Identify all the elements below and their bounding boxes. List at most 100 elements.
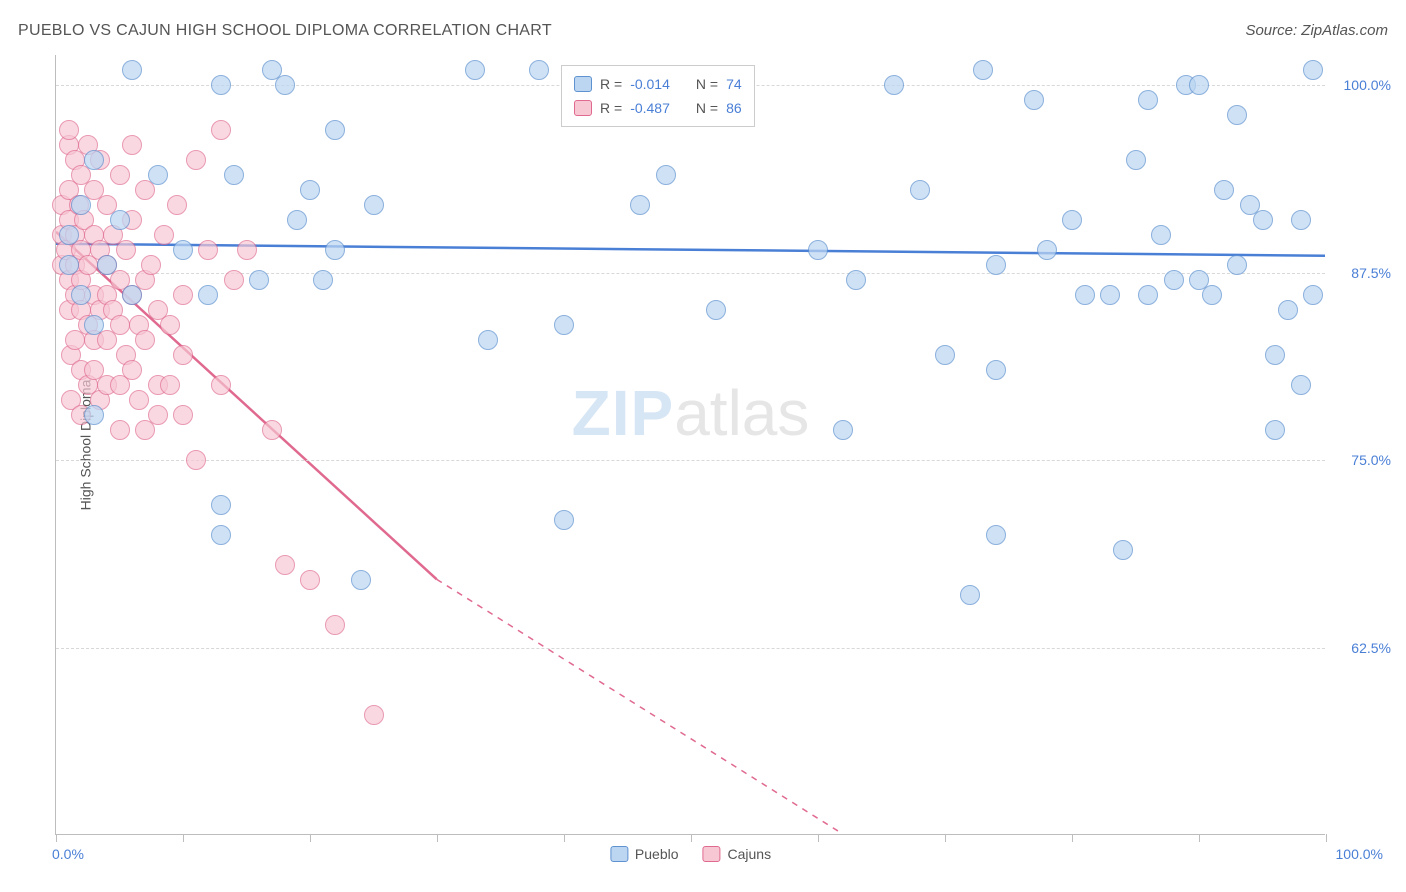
- pueblo-point: [71, 285, 91, 305]
- pueblo-point: [1227, 255, 1247, 275]
- legend-item: Pueblo: [610, 846, 679, 862]
- pueblo-point: [364, 195, 384, 215]
- gridline: [56, 460, 1325, 461]
- pueblo-point: [173, 240, 193, 260]
- pueblo-point: [313, 270, 333, 290]
- y-tick-label: 100.0%: [1331, 77, 1391, 93]
- pueblo-point: [465, 60, 485, 80]
- cajuns-point: [110, 315, 130, 335]
- pueblo-point: [808, 240, 828, 260]
- pueblo-point: [478, 330, 498, 350]
- y-tick-label: 87.5%: [1331, 265, 1391, 281]
- pueblo-point: [275, 75, 295, 95]
- n-label: N =: [696, 72, 718, 96]
- pueblo-point: [287, 210, 307, 230]
- pueblo-point: [554, 315, 574, 335]
- pueblo-point: [1138, 285, 1158, 305]
- cajuns-point: [129, 390, 149, 410]
- cajuns-point: [160, 315, 180, 335]
- x-tick: [310, 834, 311, 842]
- correlation-legend-row: R = -0.014N = 74: [574, 72, 742, 96]
- pueblo-point: [1291, 375, 1311, 395]
- y-tick-label: 75.0%: [1331, 452, 1391, 468]
- pueblo-point: [211, 75, 231, 95]
- pueblo-point: [148, 165, 168, 185]
- n-value: 86: [726, 96, 742, 120]
- cajuns-point: [211, 375, 231, 395]
- x-axis-min-label: 0.0%: [52, 846, 84, 862]
- pueblo-point: [325, 120, 345, 140]
- cajuns-point: [300, 570, 320, 590]
- pueblo-point: [960, 585, 980, 605]
- pueblo-point: [1265, 345, 1285, 365]
- cajuns-point: [160, 375, 180, 395]
- legend-swatch: [574, 100, 592, 116]
- x-tick: [56, 834, 57, 842]
- pueblo-point: [1138, 90, 1158, 110]
- cajuns-point: [141, 255, 161, 275]
- cajuns-point: [275, 555, 295, 575]
- pueblo-point: [249, 270, 269, 290]
- n-label: N =: [696, 96, 718, 120]
- watermark: ZIPatlas: [572, 376, 810, 450]
- pueblo-point: [1151, 225, 1171, 245]
- legend-label: Pueblo: [635, 846, 679, 862]
- pueblo-point: [1100, 285, 1120, 305]
- pueblo-point: [59, 255, 79, 275]
- x-tick: [1199, 834, 1200, 842]
- pueblo-point: [910, 180, 930, 200]
- legend-swatch: [703, 846, 721, 862]
- pueblo-point: [1075, 285, 1095, 305]
- chart-title: PUEBLO VS CAJUN HIGH SCHOOL DIPLOMA CORR…: [18, 22, 552, 40]
- pueblo-point: [833, 420, 853, 440]
- cajuns-point: [173, 285, 193, 305]
- cajuns-point: [122, 360, 142, 380]
- r-label: R =: [600, 96, 622, 120]
- legend-label: Cajuns: [728, 846, 772, 862]
- pueblo-point: [1062, 210, 1082, 230]
- pueblo-point: [97, 255, 117, 275]
- pueblo-point: [71, 195, 91, 215]
- y-tick-label: 62.5%: [1331, 640, 1391, 656]
- pueblo-point: [122, 285, 142, 305]
- x-tick: [945, 834, 946, 842]
- pueblo-point: [1202, 285, 1222, 305]
- n-value: 74: [726, 72, 742, 96]
- x-tick: [818, 834, 819, 842]
- pueblo-point: [1278, 300, 1298, 320]
- pueblo-point: [300, 180, 320, 200]
- pueblo-point: [846, 270, 866, 290]
- watermark-zip: ZIP: [572, 377, 675, 449]
- x-tick: [437, 834, 438, 842]
- cajuns-point: [116, 240, 136, 260]
- cajuns-point: [110, 420, 130, 440]
- pueblo-point: [1253, 210, 1273, 230]
- pueblo-point: [59, 225, 79, 245]
- cajuns-point: [154, 225, 174, 245]
- pueblo-point: [1037, 240, 1057, 260]
- cajuns-point: [135, 330, 155, 350]
- x-tick: [1072, 834, 1073, 842]
- pueblo-point: [84, 405, 104, 425]
- gridline: [56, 648, 1325, 649]
- x-axis-max-label: 100.0%: [1336, 846, 1383, 862]
- cajuns-point: [237, 240, 257, 260]
- pueblo-point: [351, 570, 371, 590]
- x-tick: [1326, 834, 1327, 842]
- pueblo-point: [1291, 210, 1311, 230]
- pueblo-point: [986, 255, 1006, 275]
- pueblo-point: [1164, 270, 1184, 290]
- pueblo-point: [110, 210, 130, 230]
- plot-area: High School Diploma ZIPatlas 0.0% 100.0%…: [55, 55, 1325, 835]
- pueblo-point: [325, 240, 345, 260]
- cajuns-point: [173, 345, 193, 365]
- pueblo-point: [211, 495, 231, 515]
- gridline: [56, 273, 1325, 274]
- cajuns-point: [122, 135, 142, 155]
- pueblo-point: [1189, 75, 1209, 95]
- cajuns-point: [110, 165, 130, 185]
- pueblo-point: [1214, 180, 1234, 200]
- pueblo-point: [84, 315, 104, 335]
- cajuns-point: [148, 405, 168, 425]
- pueblo-point: [1265, 420, 1285, 440]
